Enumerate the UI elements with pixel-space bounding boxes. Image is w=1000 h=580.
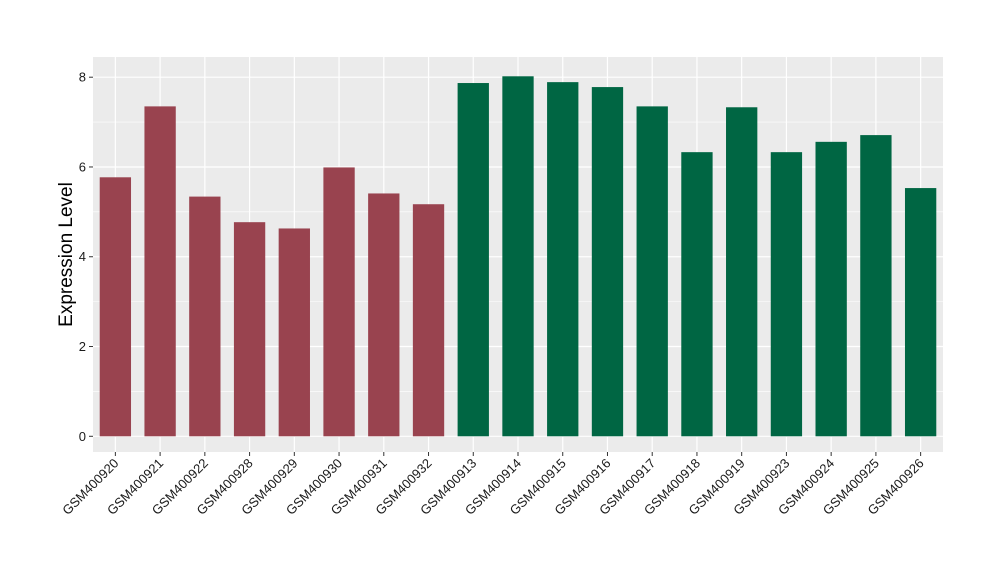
bar xyxy=(502,76,534,437)
bar xyxy=(681,152,713,437)
bars xyxy=(99,76,937,437)
x-axis: GSM400920GSM400921GSM400922GSM400928GSM4… xyxy=(59,452,927,518)
bar xyxy=(278,228,310,437)
y-axis: 0 2 4 6 8 xyxy=(79,70,93,444)
y-axis-title: Expression Level xyxy=(56,182,77,327)
bar xyxy=(144,106,176,437)
bar xyxy=(815,141,847,437)
bar xyxy=(99,177,132,437)
bar xyxy=(591,87,624,437)
bar xyxy=(860,135,892,437)
y-tick-label: 6 xyxy=(79,159,86,174)
y-tick-label: 8 xyxy=(79,70,86,85)
bar xyxy=(904,188,937,437)
bar xyxy=(412,204,445,437)
bar xyxy=(770,152,803,437)
bar xyxy=(368,193,400,437)
bar xyxy=(636,106,668,437)
y-tick-label: 2 xyxy=(79,339,86,354)
bar xyxy=(457,83,489,437)
bar xyxy=(323,167,355,437)
bar xyxy=(233,222,266,437)
bar xyxy=(726,107,758,437)
bar xyxy=(547,82,579,437)
y-tick-label: 0 xyxy=(79,429,86,444)
y-tick-label: 4 xyxy=(79,249,86,264)
bar xyxy=(189,196,221,437)
